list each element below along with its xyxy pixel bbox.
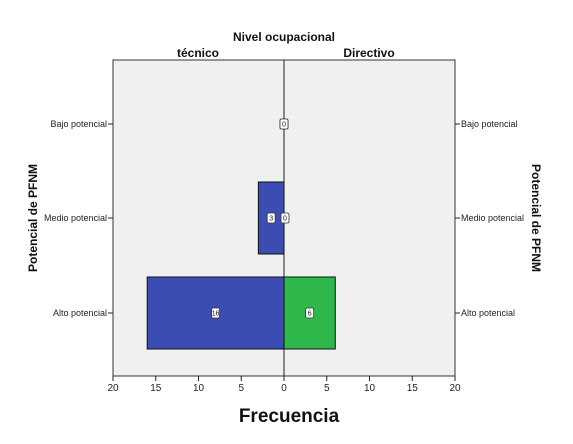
value-label-text: 6 [308,311,312,318]
category-label-left: Bajo potencial [50,119,107,129]
x-axis-label: Frecuencia [239,406,340,427]
category-label-left: Alto potencial [53,308,107,318]
y-axis-label-right: Potencial de PFNM [529,164,543,272]
category-label-right: Alto potencial [461,308,515,318]
panel-label-left: técnico [177,46,219,60]
value-label-tecnico-2: 16 [211,307,221,319]
value-label-text: 0 [283,216,287,223]
x-tick-label: 20 [107,383,119,394]
x-tick-label: 20 [449,383,461,394]
x-tick-label: 10 [364,383,376,394]
value-label-text: 0 [282,122,286,129]
category-label-left: Medio potencial [44,213,107,223]
y-axis-label-left: Potencial de PFNM [26,164,40,272]
axis-layer: 20 15 10 5 0 5 10 15 20 Bajo potencial Bajo potenc… [44,119,524,394]
x-tick-label: 0 [281,383,287,394]
value-label-text: 3 [269,216,273,223]
value-label-directivo-2: 6 [305,307,315,319]
x-tick-label: 15 [150,383,162,394]
value-label-directivo-0: 0 [279,118,289,130]
x-tick-label: 15 [407,383,419,394]
x-tick-label: 10 [193,383,205,394]
value-label-directivo-1: 0 [280,212,290,224]
category-label-right: Medio potencial [461,213,524,223]
category-label-right: Bajo potencial [461,119,518,129]
value-label-tecnico-1: 3 [266,212,276,224]
value-label-box [266,212,276,224]
value-label-box [280,212,290,224]
value-label-box [305,307,315,319]
bars-layer: 0316006 [146,118,336,350]
value-label-text: 16 [212,311,220,318]
x-tick-label: 5 [324,383,330,394]
x-tick-label: 5 [238,383,244,394]
chart-title: Nivel ocupacional [233,30,335,44]
value-label-box [279,118,289,130]
value-label-box [211,307,221,319]
panel-label-right: Directivo [343,46,394,60]
